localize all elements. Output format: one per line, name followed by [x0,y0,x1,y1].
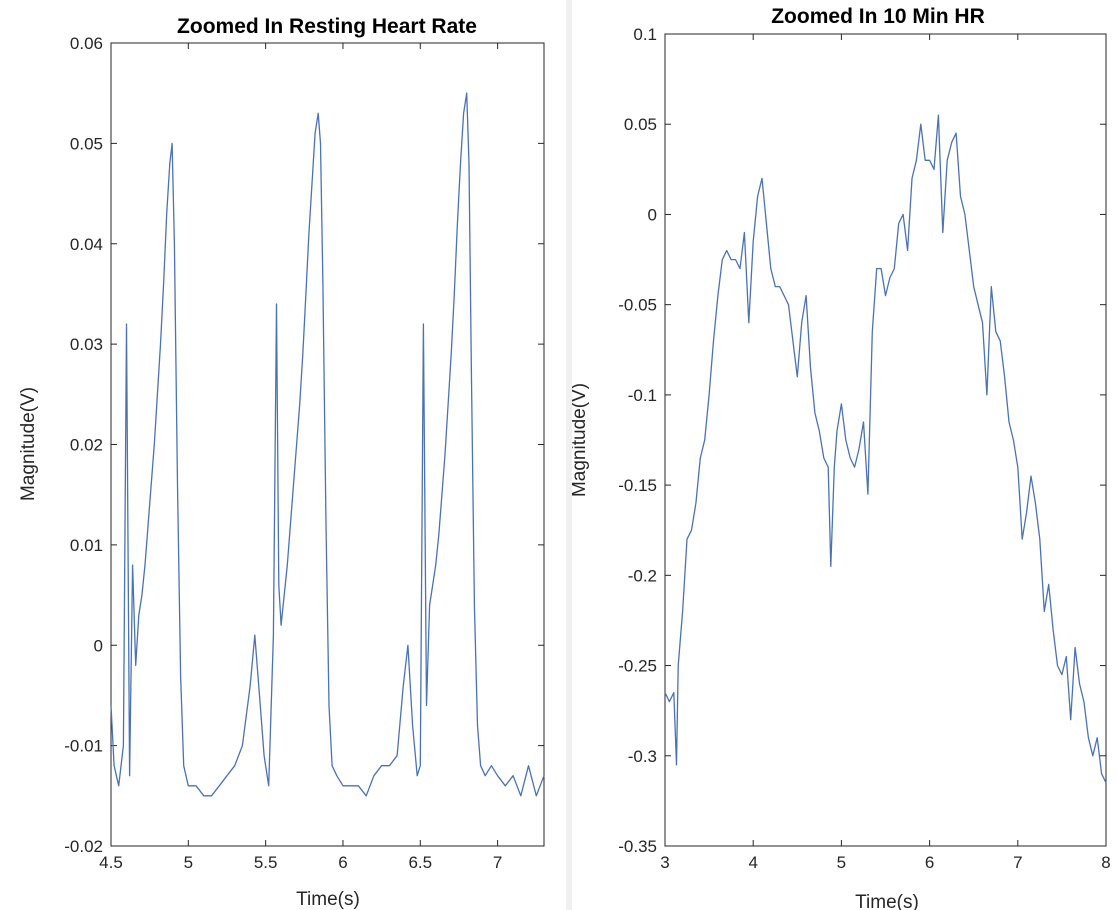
chart-title: Zoomed In Resting Heart Rate [177,15,477,38]
x-tick-label: 6 [338,853,347,872]
left-chart-panel: Zoomed In Resting Heart Rate Time(s) Mag… [0,0,566,910]
x-tick-label: 6 [925,853,934,872]
y-tick-label: -0.02 [64,837,103,856]
y-axis-label: Magnitude(V) [572,383,590,497]
y-tick-label: 0 [648,205,657,224]
x-tick-label: 5 [837,853,846,872]
y-tick-label: 0.06 [70,34,103,53]
y-tick-label: 0.04 [70,235,103,254]
resting-heart-rate-chart: Zoomed In Resting Heart Rate Time(s) Mag… [18,15,545,910]
x-tick-label: 6.5 [408,853,432,872]
y-tick-label: 0.01 [70,536,103,555]
y-tick-label: 0.1 [633,25,657,44]
x-axis-label: Time(s) [296,889,360,910]
x-tick-label: 5.5 [254,853,278,872]
y-tick-label: 0.05 [624,115,657,134]
x-tick-label: 8 [1101,853,1110,872]
signal-line [664,114,1107,784]
y-tick-label: 0.02 [70,436,103,455]
axes-box [110,42,545,847]
y-tick-label: 0.03 [70,335,103,354]
x-tick-label: 4.5 [99,853,123,872]
y-tick-label: -0.25 [618,657,657,676]
x-tick-label: 5 [184,853,193,872]
x-tick-label: 3 [660,853,669,872]
x-axis-label: Time(s) [855,892,919,910]
y-tick-label: 0.05 [70,134,103,153]
y-tick-label: -0.1 [628,386,657,405]
x-tick-label: 7 [493,853,502,872]
y-tick-label: -0.15 [618,476,657,495]
x-tick-label: 4 [748,853,757,872]
y-tick-label: -0.01 [64,737,103,756]
chart-title: Zoomed In 10 Min HR [771,5,985,28]
y-tick-label: -0.35 [618,837,657,856]
y-axis-label: Magnitude(V) [18,387,39,501]
y-tick-label: -0.05 [618,296,657,315]
x-tick-label: 7 [1013,853,1022,872]
y-tick-label: 0 [94,636,103,655]
y-tick-label: -0.3 [628,747,657,766]
ten-min-hr-chart: Zoomed In 10 Min HR Time(s) Magnitude(V)… [572,5,1111,910]
y-tick-label: -0.2 [628,566,657,585]
signal-line [110,92,545,797]
axes-box [664,33,1107,847]
right-chart-panel: Zoomed In 10 Min HR Time(s) Magnitude(V)… [572,0,1117,910]
